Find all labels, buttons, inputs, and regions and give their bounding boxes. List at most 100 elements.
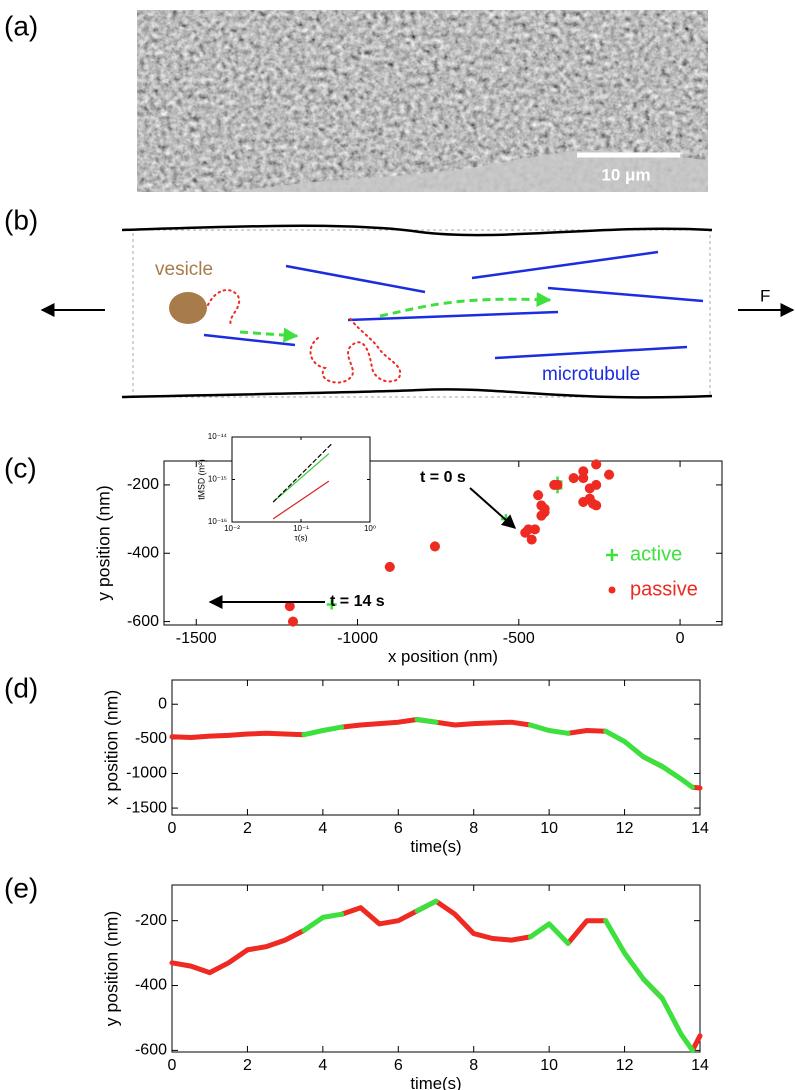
legend-marker — [606, 549, 618, 561]
legend-marker — [608, 586, 616, 594]
axes-box — [171, 884, 701, 1053]
point — [429, 541, 440, 552]
series-line — [565, 918, 609, 946]
microtubule — [547, 286, 704, 303]
y-tick-label: -500 — [135, 730, 167, 747]
point — [591, 459, 602, 470]
microtubule — [203, 333, 296, 347]
x-axis-label: time(s) — [410, 837, 461, 856]
x-tick-label: 12 — [616, 820, 634, 837]
cell-edge — [235, 150, 708, 192]
chart: 0 2 4 6 8 10 12 14 -600 -400 -200 time(s) y position… — [101, 884, 709, 1090]
y-tick-label: 10⁻¹⁴ — [208, 432, 228, 441]
x-tick-label: 10⁻² — [224, 524, 240, 533]
series-line — [603, 918, 695, 1053]
microtubules — [203, 250, 704, 360]
x-tick-label: 0 — [168, 820, 177, 837]
membrane — [121, 224, 713, 237]
y-tick-label: 0 — [158, 695, 167, 712]
point — [568, 473, 579, 484]
x-tick-label: 10⁰ — [364, 524, 376, 533]
vesicle-label: vesicle — [155, 259, 213, 280]
point — [578, 466, 589, 477]
x-tick-label: -1000 — [337, 630, 378, 647]
y-tick-label: -600 — [135, 1042, 167, 1059]
chart: 0 2 4 6 8 10 12 14 -1500 -1000 -500 0 time(s) x posit… — [101, 679, 709, 856]
point — [284, 601, 295, 612]
x-tick-label: 10 — [540, 1057, 558, 1074]
y-tick-label: 10⁻¹⁶ — [208, 517, 227, 526]
point — [526, 534, 537, 545]
x-tick-label: 4 — [318, 820, 327, 837]
y-axis-label: x position (nm) — [101, 690, 121, 805]
x-tick-label: 6 — [394, 820, 403, 837]
panel-label: (c) — [4, 452, 37, 483]
x-axis-label: τ(s) — [294, 533, 307, 543]
diagram: F vesicle microtubule — [40, 224, 795, 399]
series-line — [272, 480, 330, 520]
micrograph: 10 μm — [137, 10, 708, 192]
series-line — [527, 722, 571, 736]
x-tick-label: 4 — [318, 1057, 327, 1074]
chart: -1500 -1000 -500 0 -600 -400 -200 x position (n… — [93, 459, 723, 666]
y-axis-label: tMSD (m²) — [197, 459, 207, 500]
annotation: t = 14 s — [330, 593, 385, 610]
point — [288, 616, 299, 627]
x-tick-label: 14 — [691, 820, 709, 837]
series-line — [414, 898, 439, 914]
legend-label: passive — [630, 578, 698, 600]
microtubule — [471, 250, 659, 280]
panel-label: (e) — [4, 872, 38, 903]
x-tick-label: 8 — [469, 820, 478, 837]
y-tick-label: -600 — [127, 613, 159, 630]
active-path — [239, 327, 299, 343]
series-line — [565, 728, 609, 736]
series-line — [527, 921, 571, 946]
panel-label: (a) — [4, 10, 38, 41]
x-tick-label: 2 — [243, 1057, 252, 1074]
membrane — [121, 388, 713, 399]
passive-path — [207, 289, 402, 384]
point — [529, 524, 540, 535]
x-tick-label: 0 — [676, 630, 685, 647]
x-tick-label: 8 — [469, 1057, 478, 1074]
x-tick-label: 10 — [540, 820, 558, 837]
series-line — [272, 443, 333, 503]
panel-label: (b) — [4, 204, 38, 235]
annotation: t = 0 s — [420, 469, 466, 486]
point — [549, 479, 560, 490]
x-tick-label: 0 — [168, 1057, 177, 1074]
x-tick-label: 14 — [691, 1057, 709, 1074]
panel-label: (d) — [4, 672, 38, 703]
x-tick-label: 12 — [616, 1057, 634, 1074]
chart: 10⁻² 10⁻¹ 10⁰ 10⁻¹⁶ 10⁻¹⁵ 10⁻¹⁴ τ(s) tMSD (m²) — [197, 432, 376, 543]
y-axis-label: y position (nm) — [93, 485, 113, 600]
microtubule-label: microtubule — [542, 364, 640, 385]
series-line — [272, 453, 330, 503]
x-axis-label: time(s) — [410, 1074, 461, 1090]
x-tick-label: 2 — [243, 820, 252, 837]
x-tick-label: 10⁻¹ — [293, 524, 309, 533]
point — [591, 500, 602, 511]
series-line — [301, 724, 345, 738]
y-tick-label: -200 — [135, 912, 167, 929]
microtubule — [285, 264, 426, 294]
legend-label: active — [630, 543, 682, 565]
series-line — [169, 730, 307, 740]
point — [539, 503, 550, 514]
force-label: F — [760, 286, 770, 305]
y-tick-label: 10⁻¹⁵ — [208, 475, 227, 484]
y-tick-label: -1000 — [126, 765, 167, 782]
point — [326, 599, 337, 610]
point — [384, 561, 395, 572]
point — [533, 490, 544, 501]
microtubule — [494, 345, 688, 360]
annotation-arrow — [469, 487, 517, 529]
series-line — [301, 911, 345, 933]
x-tick-label: 6 — [394, 1057, 403, 1074]
x-tick-label: -1500 — [176, 630, 217, 647]
vesicle — [169, 292, 207, 324]
axes-box — [171, 679, 701, 816]
y-tick-label: -1500 — [126, 799, 167, 816]
